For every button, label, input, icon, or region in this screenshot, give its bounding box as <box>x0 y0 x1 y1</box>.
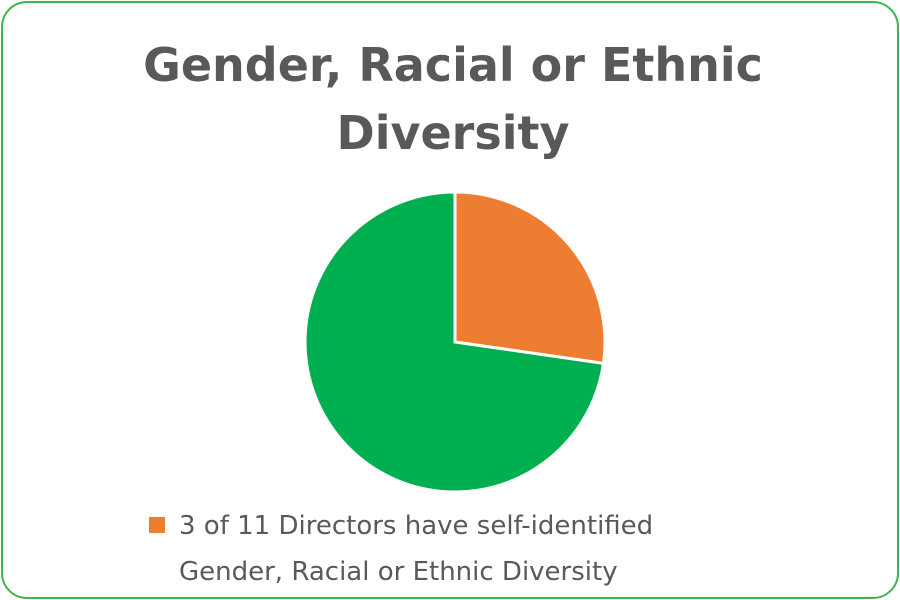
legend-label: 3 of 11 Directors have self-identified G… <box>179 511 654 587</box>
chart-title: Gender, Racial or Ethnic Diversity <box>143 38 763 160</box>
legend-swatch <box>149 517 165 533</box>
pie-slice <box>453 190 607 366</box>
legend-entry: 3 of 11 Directors have self-identified G… <box>149 503 749 595</box>
pie-slice <box>303 190 606 494</box>
legend: 3 of 11 Directors have self-identified G… <box>149 503 749 595</box>
pie-area <box>303 190 607 494</box>
